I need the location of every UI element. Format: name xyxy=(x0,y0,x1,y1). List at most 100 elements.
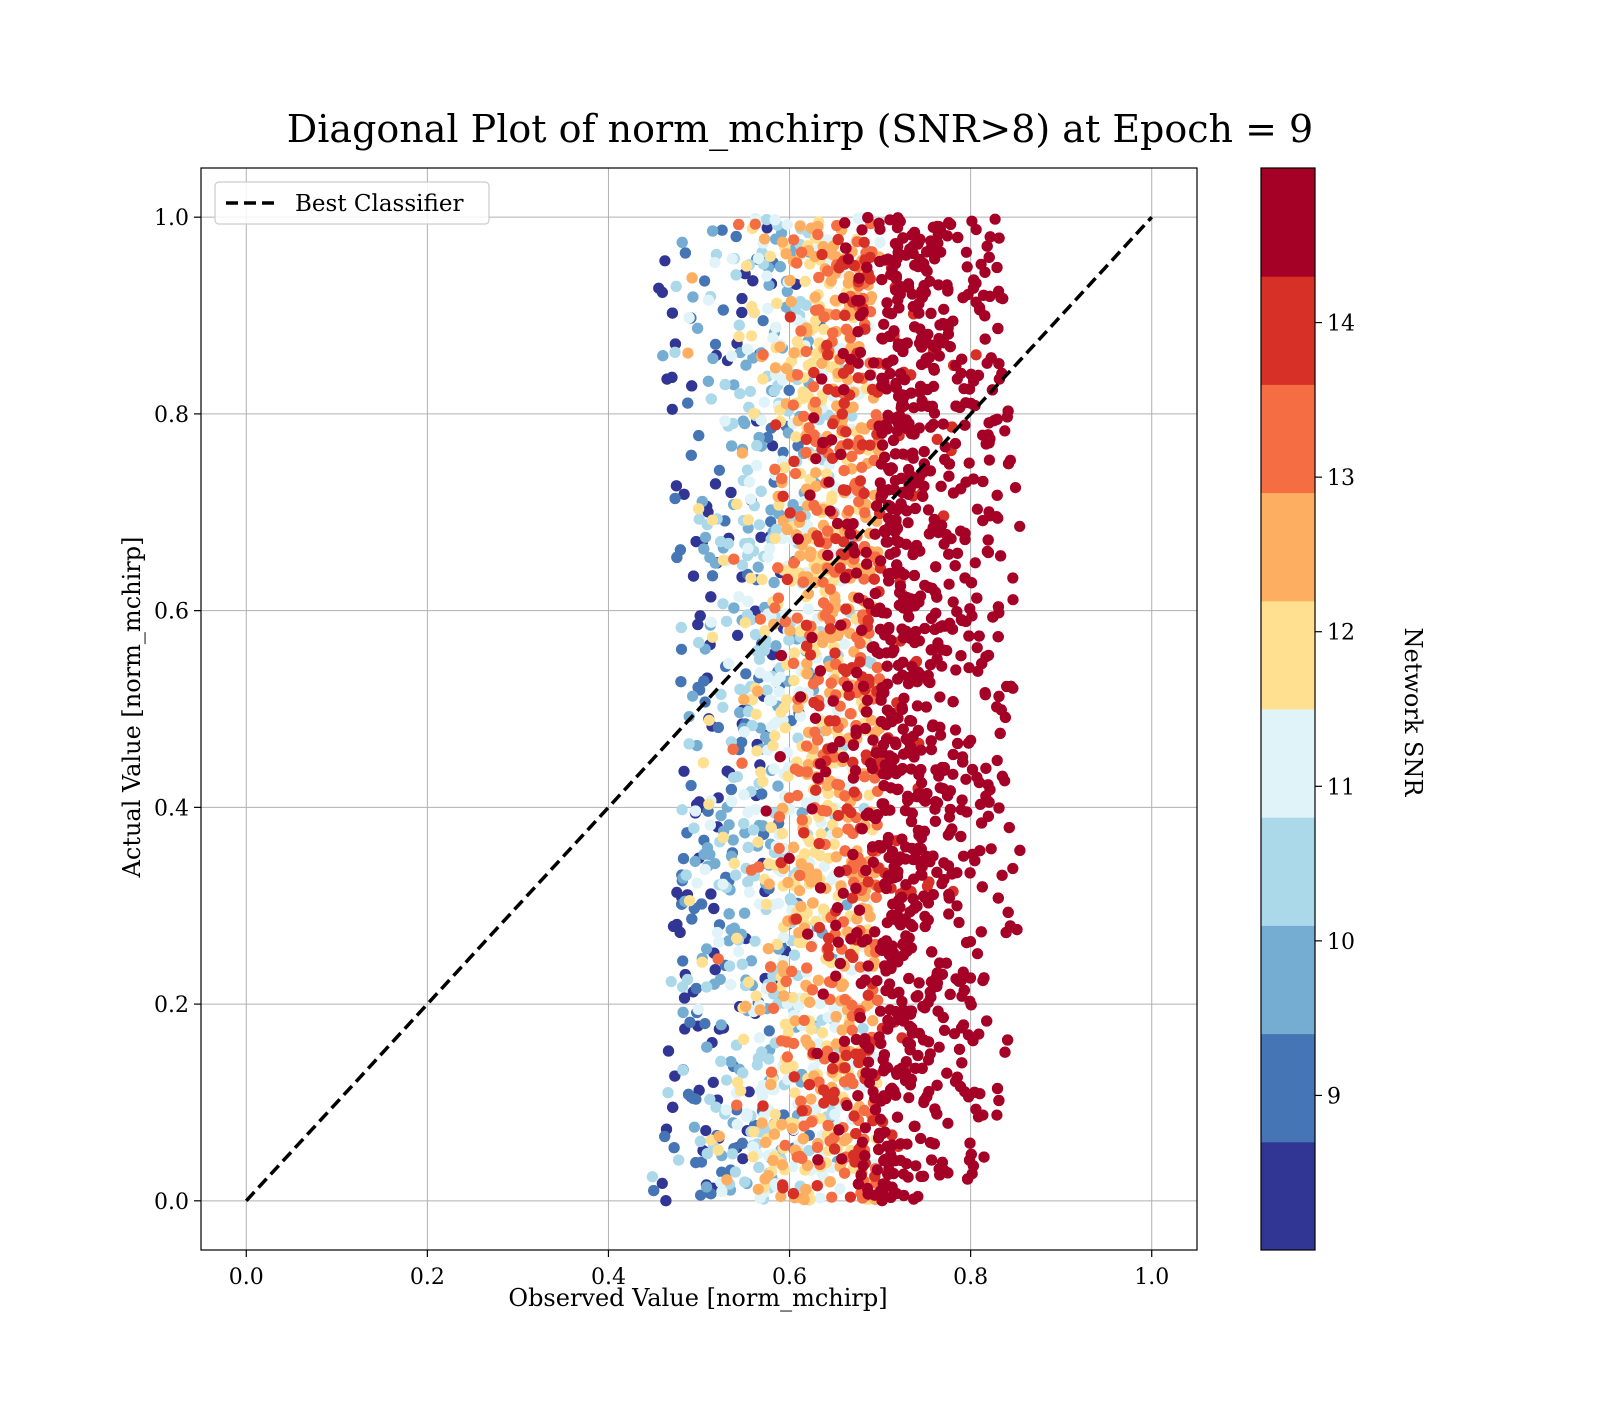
scatter-point xyxy=(670,493,681,504)
scatter-point xyxy=(895,1138,906,1149)
scatter-point xyxy=(777,237,788,248)
scatter-point xyxy=(666,976,677,987)
scatter-point xyxy=(730,870,741,881)
scatter-point xyxy=(699,1018,710,1029)
scatter-point xyxy=(851,568,862,579)
scatter-point xyxy=(958,851,969,862)
scatter-point xyxy=(888,644,899,655)
scatter-point xyxy=(802,929,813,940)
scatter-point xyxy=(890,739,901,750)
scatter-point xyxy=(796,858,807,869)
scatter-point xyxy=(776,1119,787,1130)
scatter-point xyxy=(769,464,780,475)
scatter-point xyxy=(671,281,682,292)
scatter-point xyxy=(921,851,932,862)
scatter-point xyxy=(676,644,687,655)
scatter-point xyxy=(788,400,799,411)
scatter-point xyxy=(828,1052,839,1063)
scatter-point xyxy=(699,275,710,286)
scatter-point xyxy=(917,491,928,502)
scatter-point xyxy=(1004,822,1015,833)
scatter-point xyxy=(885,635,896,646)
scatter-point xyxy=(879,1049,890,1060)
scatter-point xyxy=(786,296,797,307)
scatter-point xyxy=(744,476,755,487)
scatter-point xyxy=(790,764,801,775)
scatter-point xyxy=(713,722,724,733)
scatter-point xyxy=(945,989,956,1000)
scatter-point xyxy=(712,927,723,938)
scatter-point xyxy=(708,1077,719,1088)
scatter-point xyxy=(734,320,745,331)
scatter-point xyxy=(904,715,915,726)
scatter-point xyxy=(919,623,930,634)
scatter-point xyxy=(810,713,821,724)
scatter-point xyxy=(842,803,853,814)
scatter-point xyxy=(871,892,882,903)
scatter-point xyxy=(807,984,818,995)
scatter-point xyxy=(693,637,704,648)
scatter-point xyxy=(739,908,750,919)
scatter-point xyxy=(898,1005,909,1016)
scatter-point xyxy=(713,1145,724,1156)
scatter-point xyxy=(907,448,918,459)
scatter-point xyxy=(721,1075,732,1086)
scatter-point xyxy=(753,1184,764,1195)
scatter-point xyxy=(857,1137,868,1148)
scatter-point xyxy=(705,888,716,899)
scatter-point xyxy=(863,807,874,818)
scatter-point xyxy=(813,700,824,711)
scatter-point xyxy=(916,342,927,353)
scatter-point xyxy=(872,1164,883,1175)
scatter-point xyxy=(878,739,889,750)
scatter-point xyxy=(884,978,895,989)
scatter-point xyxy=(789,950,800,961)
scatter-point xyxy=(675,676,686,687)
scatter-point xyxy=(789,647,800,658)
scatter-point xyxy=(815,758,826,769)
scatter-point xyxy=(773,593,784,604)
scatter-point xyxy=(914,977,925,988)
scatter-point xyxy=(737,1067,748,1078)
scatter-point xyxy=(754,519,765,530)
scatter-point xyxy=(789,1071,800,1082)
scatter-point xyxy=(815,882,826,893)
scatter-point xyxy=(835,449,846,460)
scatter-point xyxy=(657,287,668,298)
scatter-point xyxy=(766,1067,777,1078)
scatter-point xyxy=(841,1100,852,1111)
scatter-point xyxy=(992,490,1003,501)
scatter-point xyxy=(748,1141,759,1152)
scatter-point xyxy=(882,679,893,690)
scatter-point xyxy=(728,744,739,755)
scatter-point xyxy=(954,1044,965,1055)
scatter-point xyxy=(918,1034,929,1045)
scatter-point xyxy=(734,388,745,399)
scatter-point xyxy=(778,990,789,1001)
scatter-point xyxy=(810,397,821,408)
scatter-point xyxy=(748,408,759,419)
scatter-point xyxy=(663,1045,674,1056)
scatter-point xyxy=(731,269,742,280)
scatter-point xyxy=(955,650,966,661)
scatter-point xyxy=(751,709,762,720)
scatter-point xyxy=(848,518,859,529)
scatter-point xyxy=(840,572,851,583)
scatter-point xyxy=(748,824,759,835)
scatter-point xyxy=(861,547,872,558)
scatter-point xyxy=(707,225,718,236)
scatter-point xyxy=(934,1042,945,1053)
scatter-point xyxy=(795,1151,806,1162)
scatter-point xyxy=(733,591,744,602)
scatter-point xyxy=(884,852,895,863)
scatter-point xyxy=(756,1046,767,1057)
scatter-point xyxy=(796,247,807,258)
scatter-point xyxy=(818,597,829,608)
scatter-point xyxy=(808,381,819,392)
scatter-point xyxy=(678,766,689,777)
scatter-point xyxy=(952,738,963,749)
scatter-point xyxy=(728,834,739,845)
scatter-point xyxy=(766,822,777,833)
scatter-point xyxy=(798,577,809,588)
scatter-point xyxy=(890,378,901,389)
